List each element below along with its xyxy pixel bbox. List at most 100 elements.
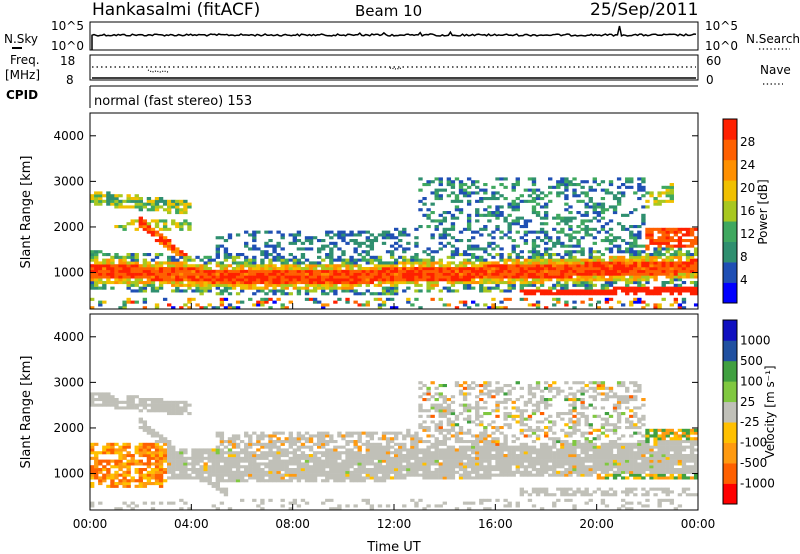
heatmap-cell bbox=[568, 289, 573, 293]
heatmap-cell bbox=[252, 267, 257, 271]
heatmap-cell bbox=[154, 199, 160, 203]
heatmap-cell bbox=[434, 386, 439, 390]
heatmap-cell bbox=[333, 289, 338, 293]
heatmap-cell bbox=[90, 272, 95, 276]
heatmap-cell bbox=[515, 255, 520, 259]
heatmap-cell bbox=[410, 445, 415, 449]
heatmap-cell bbox=[381, 473, 387, 477]
heatmap-cell bbox=[483, 431, 488, 435]
heatmap-cell bbox=[345, 459, 350, 463]
heatmap-cell bbox=[564, 216, 569, 220]
heatmap-cell bbox=[138, 197, 143, 201]
heatmap-cell bbox=[471, 247, 476, 251]
heatmap-cell bbox=[215, 244, 220, 248]
heatmap-cell bbox=[475, 264, 480, 268]
heatmap-cell bbox=[418, 208, 423, 212]
heatmap-cell bbox=[475, 185, 480, 189]
heatmap-cell bbox=[126, 465, 131, 469]
heatmap-cell bbox=[288, 300, 293, 304]
heatmap-cell bbox=[187, 462, 192, 466]
heatmap-cell bbox=[584, 219, 589, 223]
heatmap-cell bbox=[252, 473, 257, 477]
heatmap-cell bbox=[410, 267, 415, 271]
heatmap-cell bbox=[94, 468, 99, 472]
heatmap-cell bbox=[535, 437, 541, 441]
heatmap-cell bbox=[523, 219, 529, 223]
heatmap-cell bbox=[499, 459, 504, 463]
heatmap-cell bbox=[215, 306, 220, 310]
heatmap-cell bbox=[227, 459, 233, 463]
heatmap-cell bbox=[195, 272, 200, 276]
heatmap-cell bbox=[681, 306, 687, 310]
heatmap-cell bbox=[394, 465, 399, 469]
heatmap-cell bbox=[296, 473, 302, 477]
heatmap-cell bbox=[592, 205, 597, 209]
heatmap-cell bbox=[442, 233, 447, 237]
heatmap-cell bbox=[191, 451, 196, 455]
heatmap-cell bbox=[483, 465, 488, 469]
heatmap-cell bbox=[568, 473, 573, 477]
heatmap-cell bbox=[325, 272, 330, 276]
heatmap-cell bbox=[442, 454, 447, 458]
heatmap-cell bbox=[211, 468, 216, 472]
heatmap-cell bbox=[114, 267, 119, 271]
heatmap-cell bbox=[450, 185, 456, 189]
heatmap-cell bbox=[535, 428, 541, 432]
heatmap-cell bbox=[207, 470, 212, 474]
heatmap-cell bbox=[471, 501, 476, 505]
heatmap-cell bbox=[369, 504, 375, 508]
heatmap-cell bbox=[142, 306, 148, 310]
heatmap-cell bbox=[434, 445, 439, 449]
heatmap-cell bbox=[442, 303, 447, 307]
heatmap-cell bbox=[373, 448, 379, 452]
heatmap-cell bbox=[126, 222, 131, 226]
heatmap-cell bbox=[106, 199, 111, 203]
heatmap-cell bbox=[398, 451, 403, 455]
heatmap-cell bbox=[426, 225, 431, 229]
heatmap-cell bbox=[418, 199, 423, 203]
heatmap-cell bbox=[410, 261, 415, 265]
heatmap-cell bbox=[503, 462, 508, 466]
heatmap-cell bbox=[454, 199, 460, 203]
heatmap-cell bbox=[491, 426, 496, 430]
heatmap-cell bbox=[531, 264, 537, 268]
heatmap-cell bbox=[564, 250, 569, 254]
heatmap-cell bbox=[280, 303, 285, 307]
heatmap-cell bbox=[454, 278, 460, 282]
heatmap-cell bbox=[511, 275, 516, 279]
heatmap-cell bbox=[325, 498, 330, 502]
heatmap-cell bbox=[499, 177, 504, 181]
heatmap-cell bbox=[231, 286, 237, 290]
heatmap-cell bbox=[434, 476, 439, 480]
heatmap-cell bbox=[284, 448, 289, 452]
heatmap-cell bbox=[191, 465, 196, 469]
heatmap-cell bbox=[633, 292, 638, 296]
heatmap-cell bbox=[337, 272, 342, 276]
heatmap-cell bbox=[430, 476, 435, 480]
heatmap-cell bbox=[535, 278, 541, 282]
heatmap-cell bbox=[661, 230, 666, 234]
heatmap-cell bbox=[280, 442, 285, 446]
heatmap-cell bbox=[187, 476, 192, 480]
heatmap-cell bbox=[657, 269, 662, 273]
heatmap-cell bbox=[475, 468, 480, 472]
heatmap-cell bbox=[353, 451, 358, 455]
heatmap-cell bbox=[154, 398, 160, 402]
heatmap-cell bbox=[102, 272, 107, 276]
heatmap-cell bbox=[657, 267, 662, 271]
heatmap-cell bbox=[612, 292, 618, 296]
heatmap-cell bbox=[681, 275, 687, 279]
heatmap-cell bbox=[175, 473, 180, 477]
heatmap-cell bbox=[564, 272, 569, 276]
heatmap-cell bbox=[556, 462, 561, 466]
heatmap-cell bbox=[689, 267, 695, 271]
heatmap-cell bbox=[633, 208, 638, 212]
heatmap-cell bbox=[292, 286, 298, 290]
heatmap-cell bbox=[373, 255, 379, 259]
heatmap-cell bbox=[357, 281, 362, 285]
heatmap-cell bbox=[572, 490, 577, 494]
heatmap-cell bbox=[552, 431, 557, 435]
heatmap-cell bbox=[296, 258, 302, 262]
heatmap-cell bbox=[523, 473, 529, 477]
heatmap-cell bbox=[673, 275, 679, 279]
